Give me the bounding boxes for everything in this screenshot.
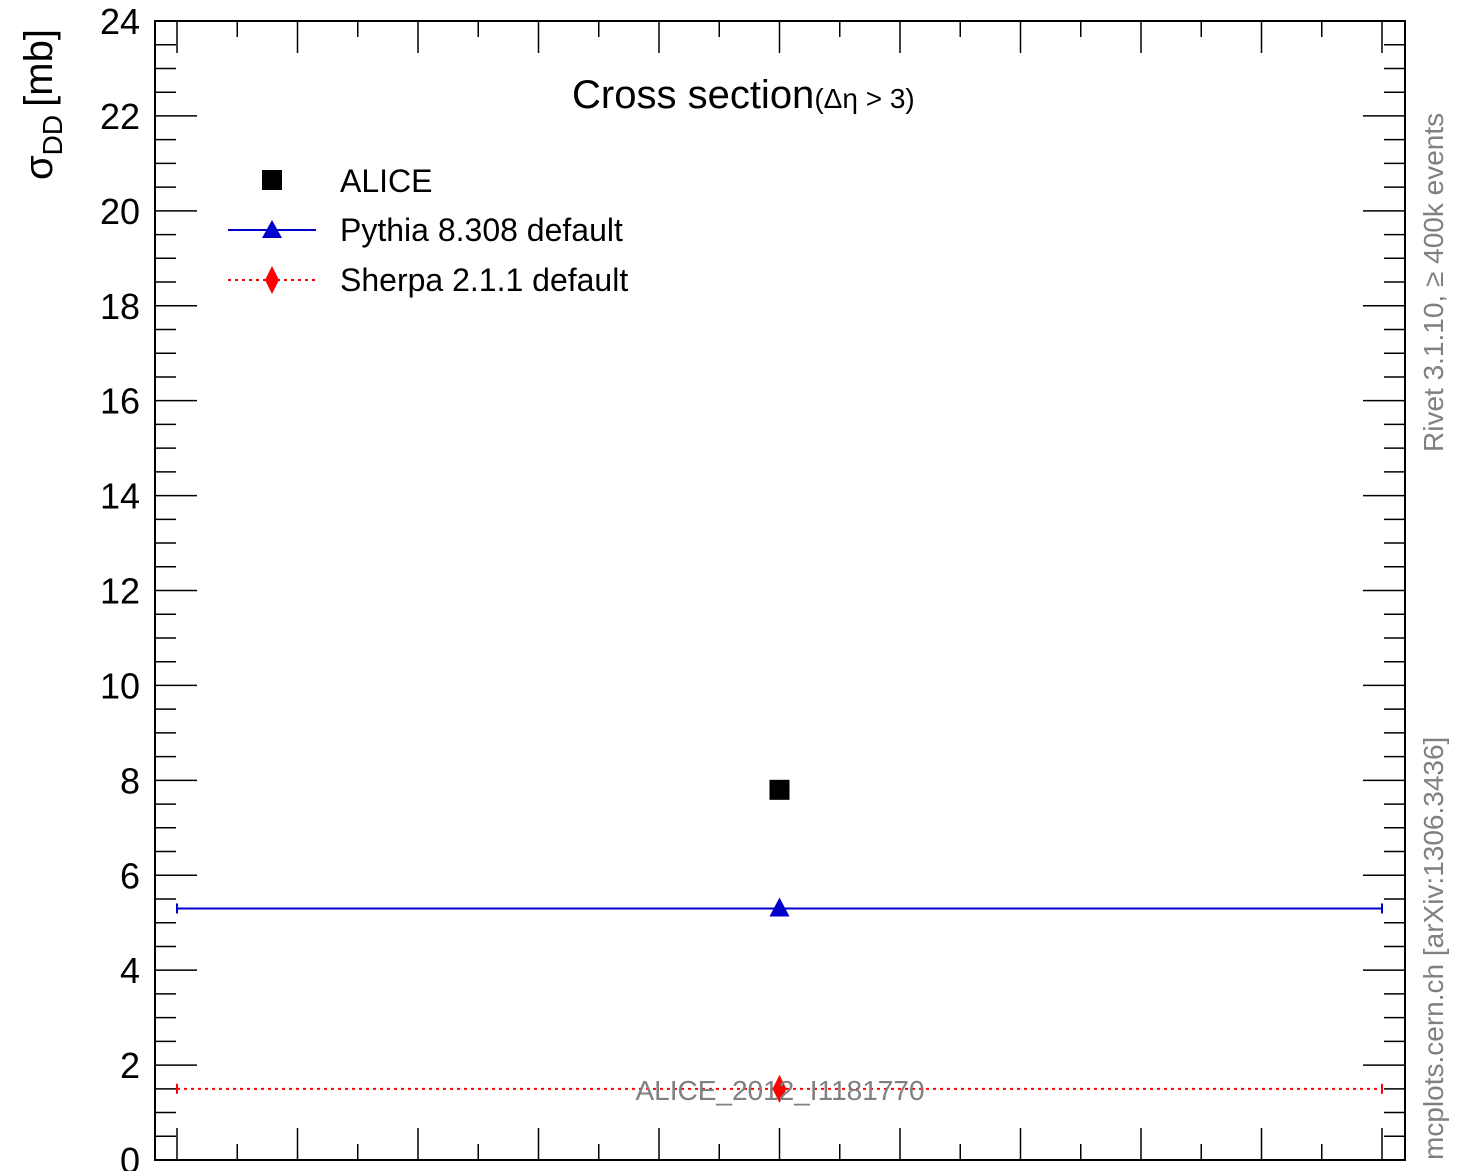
y-tick-label: 24 <box>100 1 140 42</box>
y-tick-label: 10 <box>100 665 140 706</box>
y-axis-label-subscript: DD <box>37 115 68 155</box>
y-tick-label: 6 <box>120 855 140 896</box>
y-tick-label: 14 <box>100 476 140 517</box>
legend: ALICE Pythia 8.308 default Sherpa 2.1.1 … <box>228 163 628 298</box>
legend-label-pythia: Pythia 8.308 default <box>340 212 623 248</box>
chart-title-sub: (Δη > 3) <box>814 83 914 114</box>
y-tick-label: 12 <box>100 571 140 612</box>
y-tick-label: 20 <box>100 191 140 232</box>
y-tick-label: 16 <box>100 381 140 422</box>
legend-label-sherpa: Sherpa 2.1.1 default <box>340 262 628 298</box>
side-label-mcplots: mcplots.cern.ch [arXiv:1306.3436] <box>1418 737 1449 1160</box>
analysis-label: ALICE_2012_I1181770 <box>635 1075 924 1106</box>
chart-title: Cross section(Δη > 3) <box>572 73 915 117</box>
legend-marker-alice <box>262 170 282 190</box>
y-axis-label-unit: [mb] <box>17 29 61 107</box>
y-tick-label: 2 <box>120 1045 140 1086</box>
legend-marker-pythia <box>262 220 282 238</box>
y-tick-label: 4 <box>120 950 140 991</box>
side-label-rivet: Rivet 3.1.10, ≥ 400k events <box>1418 113 1449 452</box>
y-axis-label: σDD [mb] <box>17 29 68 180</box>
y-tick-label: 0 <box>120 1140 140 1171</box>
data-series <box>176 779 1383 1103</box>
y-tick-label: 22 <box>100 96 140 137</box>
y-axis-label-symbol: σ <box>17 155 61 180</box>
legend-marker-sherpa <box>265 266 279 294</box>
chart-title-main: Cross section <box>572 73 814 117</box>
series-1-marker <box>769 897 790 917</box>
y-tick-label: 8 <box>120 760 140 801</box>
series-0-marker <box>769 779 790 800</box>
axis-ticks <box>155 20 1405 1161</box>
series-2-marker <box>772 1074 787 1103</box>
legend-label-alice: ALICE <box>340 163 432 199</box>
y-tick-label: 18 <box>100 286 140 327</box>
